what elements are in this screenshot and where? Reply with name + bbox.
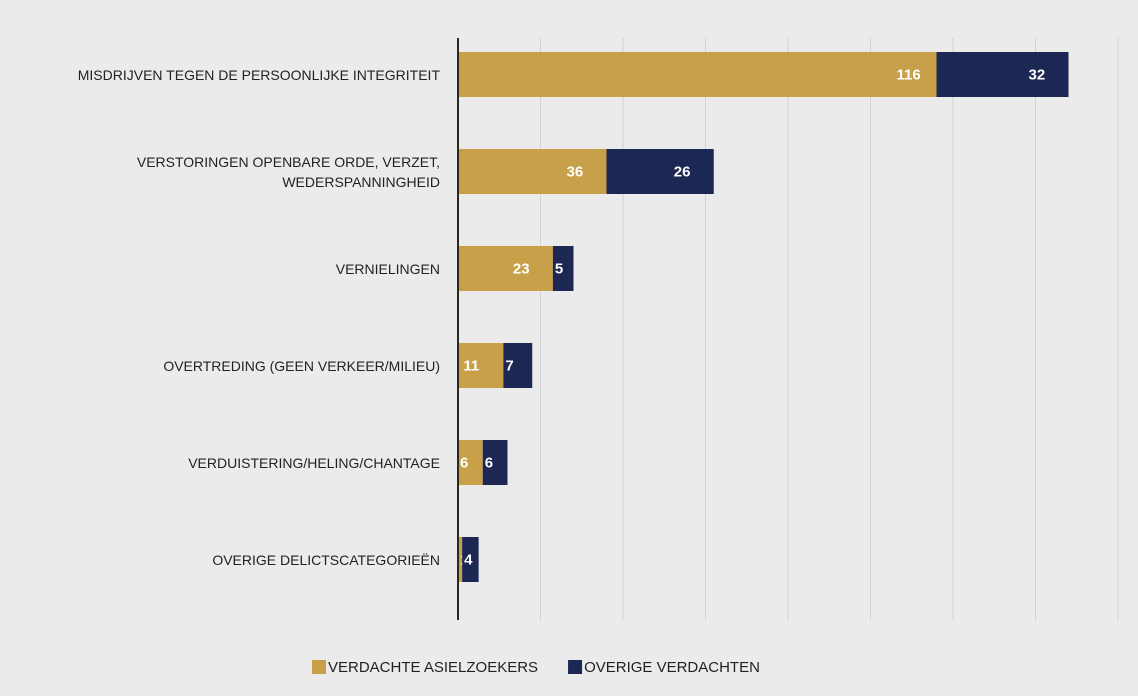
category-label: OVERTREDING (GEEN VERKEER/MILIEU) <box>163 357 440 374</box>
bar-segment <box>936 52 1069 97</box>
bar-segment <box>552 246 574 291</box>
value-label: 23 <box>513 260 530 277</box>
legend-swatch <box>568 660 583 674</box>
bar-segment <box>458 52 937 97</box>
value-label: 116 <box>897 66 921 83</box>
value-label: 6 <box>460 454 468 471</box>
value-label: 5 <box>555 260 563 277</box>
category-label: MISDRIJVEN TEGEN DE PERSOONLIJKE INTEGRI… <box>77 66 440 83</box>
legend-label: OVERIGE VERDACHTEN <box>584 659 760 676</box>
value-label: 7 <box>505 357 513 374</box>
category-label: VERNIELINGEN <box>335 260 440 277</box>
value-label: 11 <box>463 357 479 374</box>
bar-segment <box>606 149 714 194</box>
bar-segment <box>462 537 479 582</box>
value-label: 36 <box>567 163 584 180</box>
legend-label: VERDACHTE ASIELZOEKERS <box>328 659 538 676</box>
bar-segment <box>458 343 504 388</box>
category-label: VERSTORINGEN OPENBARE ORDE, VERZET, WEDE… <box>136 153 440 190</box>
bar-segment <box>458 440 483 485</box>
bar-segment <box>458 537 463 582</box>
category-label: VERDUISTERING/HELING/CHANTAGE <box>188 454 440 471</box>
value-label: 4 <box>464 551 473 568</box>
bar-segment <box>503 343 533 388</box>
value-label: 6 <box>485 454 493 471</box>
bar-segment <box>458 246 553 291</box>
value-label: 32 <box>1029 66 1046 83</box>
value-label: 26 <box>674 163 691 180</box>
category-label: OVERIGE DELICTSCATEGORIEËN <box>212 551 440 568</box>
bar-segment <box>482 440 508 485</box>
bar-segment <box>458 149 607 194</box>
legend-swatch <box>312 660 326 674</box>
